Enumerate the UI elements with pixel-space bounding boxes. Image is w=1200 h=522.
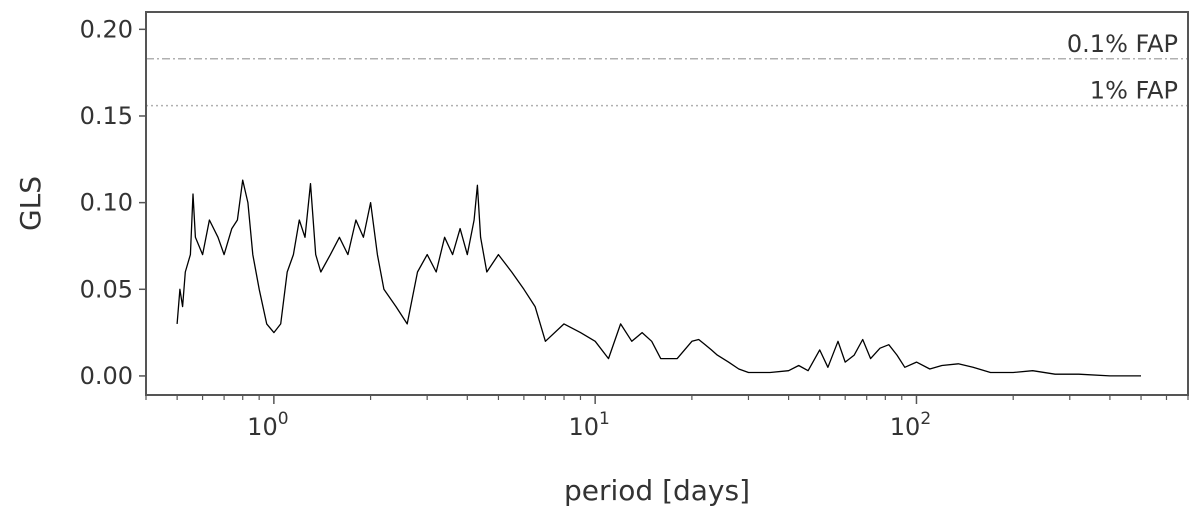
y-tick-label-0: 0.00 — [80, 362, 133, 390]
series-layer — [176, 179, 1141, 377]
x-axis: 100 101 102 — [145, 395, 1189, 441]
y-tick-label-1: 0.05 — [80, 275, 133, 303]
y-tick-label-2: 0.10 — [80, 189, 133, 217]
x-axis-label: period [days] — [564, 474, 750, 507]
series-line-0 — [176, 179, 1141, 377]
fap-label-0: 0.1% FAP — [1067, 30, 1178, 58]
fap-label-1: 1% FAP — [1090, 77, 1178, 105]
x-tick-label-2: 102 — [890, 409, 931, 441]
plot-frame — [145, 11, 1189, 396]
y-tick-label-4: 0.20 — [80, 15, 133, 43]
y-axis: 0.00 0.05 0.10 0.15 0.20 — [80, 15, 146, 390]
y-axis-label: GLS — [14, 176, 47, 231]
x-tick-label-0: 100 — [247, 409, 288, 441]
reference-lines: 0.1% FAP 1% FAP — [146, 30, 1188, 107]
y-tick-label-3: 0.15 — [80, 102, 133, 130]
x-tick-label-1: 101 — [568, 409, 609, 441]
